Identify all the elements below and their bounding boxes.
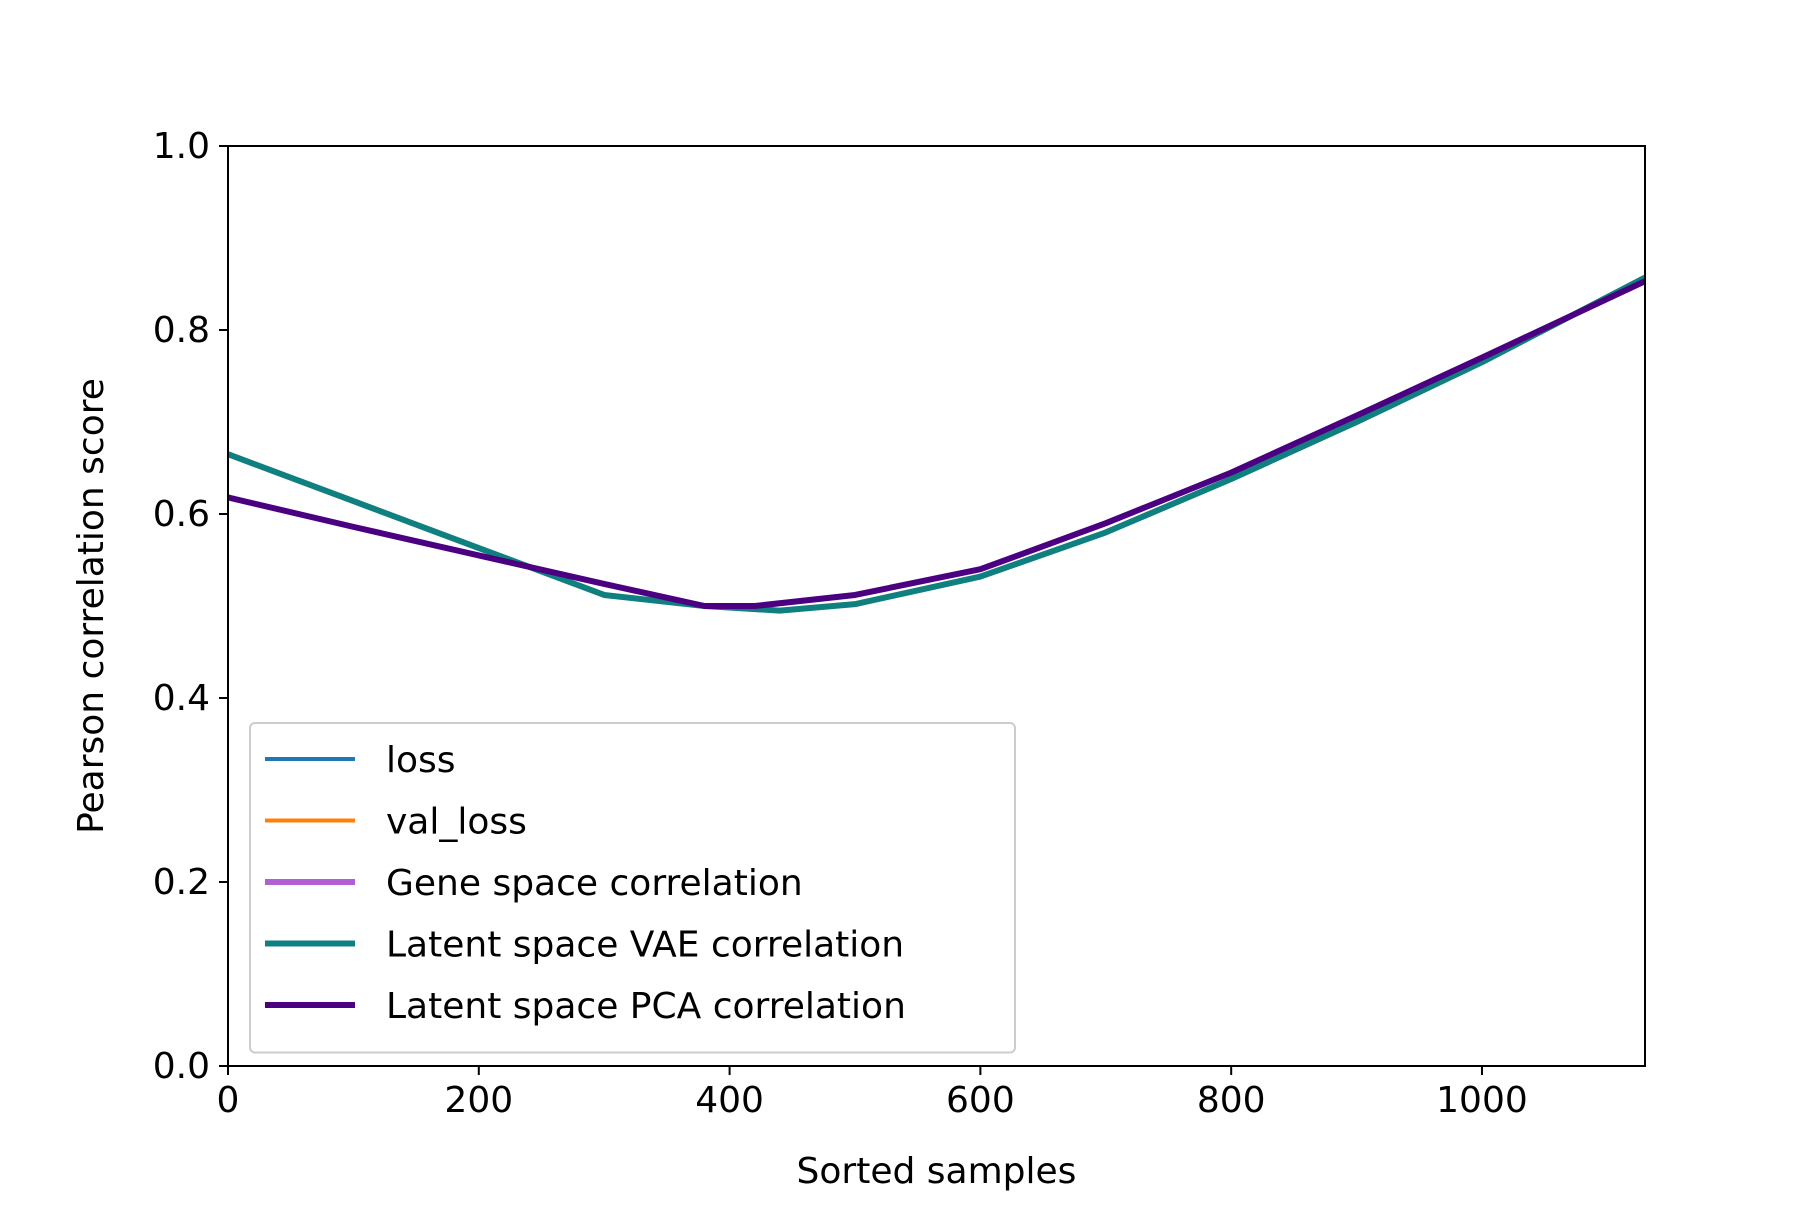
series-line-4 — [228, 278, 1645, 609]
y-tick-label: 0.4 — [153, 678, 210, 719]
y-axis: 0.0 0.2 0.4 0.6 0.8 1.0 — [153, 126, 228, 1087]
x-tick-label: 600 — [946, 1080, 1015, 1121]
y-tick-label: 0.6 — [153, 494, 210, 535]
y-tick-label: 0.2 — [153, 862, 210, 903]
legend-label: Gene space correlation — [386, 863, 803, 904]
legend-label: Latent space PCA correlation — [386, 986, 906, 1027]
legend-label: loss — [386, 740, 456, 781]
y-tick-label: 1.0 — [153, 126, 210, 167]
plot-lines — [228, 274, 1645, 614]
legend-box — [249, 722, 1016, 1054]
y-axis-label: Pearson correlation score — [71, 378, 112, 834]
x-axis: 0 200 400 600 800 1000 — [217, 1066, 1528, 1121]
x-tick-label: 400 — [695, 1080, 764, 1121]
y-tick-label: 0.8 — [153, 310, 210, 351]
series-line-3 — [228, 274, 1645, 614]
legend-label: val_loss — [386, 802, 527, 843]
x-tick-label: 200 — [444, 1080, 513, 1121]
plot-frame — [227, 145, 1646, 1067]
x-axis-label: Sorted samples — [797, 1151, 1077, 1192]
x-tick-label: 800 — [1197, 1080, 1266, 1121]
y-tick-label: 0.0 — [153, 1046, 210, 1087]
legend-label: Latent space VAE correlation — [386, 925, 904, 966]
x-tick-label: 1000 — [1436, 1080, 1528, 1121]
legend: loss val_loss Gene space correlation Latent… — [249, 722, 1016, 1054]
x-tick-label: 0 — [217, 1080, 240, 1121]
